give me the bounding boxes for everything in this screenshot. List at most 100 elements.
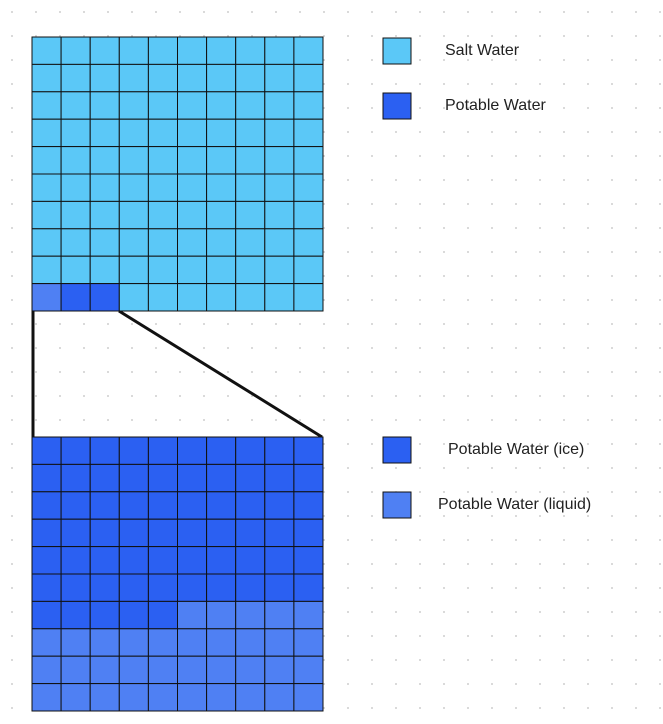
- grid-cell: [89, 491, 120, 520]
- grid-cell: [235, 600, 266, 630]
- grid-cell: [206, 518, 237, 548]
- grid-cell: [293, 118, 324, 148]
- grid-cell: [264, 200, 295, 230]
- grid-cell: [293, 63, 324, 93]
- grid-cell: [118, 573, 149, 602]
- grid-cell: [60, 283, 91, 312]
- grid-cell: [31, 283, 62, 312]
- grid-cell: [293, 283, 324, 312]
- grid-cell: [264, 518, 295, 548]
- grid-cell: [264, 463, 295, 493]
- grid-cell: [60, 118, 91, 148]
- grid-cell: [147, 655, 178, 685]
- legend-label: Salt Water: [445, 42, 520, 59]
- grid-cell: [264, 173, 295, 202]
- grid-cell: [31, 63, 62, 93]
- grid-cell: [206, 146, 237, 175]
- grid-cell: [293, 628, 324, 657]
- legend-swatch: [382, 92, 412, 120]
- grid-cell: [89, 573, 120, 602]
- grid-cell: [60, 173, 91, 202]
- grid-cell: [31, 546, 62, 575]
- grid-cell: [147, 600, 178, 630]
- grid-cell: [89, 255, 120, 285]
- grid-cell: [177, 91, 208, 120]
- grid-cell: [235, 683, 266, 712]
- grid-cell: [89, 283, 120, 312]
- grid-cell: [177, 573, 208, 602]
- grid-cell: [206, 683, 237, 712]
- grid-cell: [235, 546, 266, 575]
- grid-cell: [89, 436, 120, 465]
- grid-cell: [60, 463, 91, 493]
- grid-cell: [206, 546, 237, 575]
- grid-cell: [60, 683, 91, 712]
- grid-cell: [235, 436, 266, 465]
- legend-swatch: [382, 436, 412, 464]
- grid-cell: [147, 546, 178, 575]
- legend-swatch: [382, 491, 412, 519]
- grid-cell: [177, 200, 208, 230]
- grid-cell: [118, 683, 149, 712]
- grid-cell: [235, 200, 266, 230]
- grid-cell: [118, 463, 149, 493]
- grid-cell: [293, 491, 324, 520]
- grid-cell: [31, 255, 62, 285]
- legend-swatch: [382, 37, 412, 65]
- grid-cell: [177, 491, 208, 520]
- grid-cell: [293, 600, 324, 630]
- grid-cell: [235, 573, 266, 602]
- grid-cell: [89, 463, 120, 493]
- zoom-line: [118, 309, 323, 439]
- grid-cell: [293, 36, 324, 65]
- grid-cell: [118, 255, 149, 285]
- grid-cell: [206, 655, 237, 685]
- grid-cell: [264, 573, 295, 602]
- grid-cell: [89, 518, 120, 548]
- grid-cell: [89, 228, 120, 257]
- grid-cell: [177, 683, 208, 712]
- grid-cell: [293, 255, 324, 285]
- grid-cell: [235, 146, 266, 175]
- grid-cell: [264, 628, 295, 657]
- grid-cell: [177, 518, 208, 548]
- grid-cell: [118, 518, 149, 548]
- grid-cell: [235, 36, 266, 65]
- grid-cell: [118, 600, 149, 630]
- grid-cell: [177, 655, 208, 685]
- grid-cell: [235, 118, 266, 148]
- grid-cell: [235, 518, 266, 548]
- grid-cell: [31, 146, 62, 175]
- grid-cell: [264, 63, 295, 93]
- grid-cell: [89, 600, 120, 630]
- grid-cell: [31, 600, 62, 630]
- grid-cell: [60, 36, 91, 65]
- grid-cell: [235, 63, 266, 93]
- grid-cell: [60, 255, 91, 285]
- grid-cell: [235, 628, 266, 657]
- grid-cell: [264, 491, 295, 520]
- grid-cell: [147, 228, 178, 257]
- grid-cell: [147, 683, 178, 712]
- grid-cell: [31, 655, 62, 685]
- grid-cell: [60, 436, 91, 465]
- grid-cell: [147, 518, 178, 548]
- grid-cell: [118, 228, 149, 257]
- grid-cell: [235, 255, 266, 285]
- grid-cell: [89, 173, 120, 202]
- grid-cell: [118, 655, 149, 685]
- grid-cell: [147, 463, 178, 493]
- grid-cell: [60, 200, 91, 230]
- grid-cell: [147, 173, 178, 202]
- grid-cell: [60, 600, 91, 630]
- grid-cell: [206, 491, 237, 520]
- grid-cell: [89, 146, 120, 175]
- grid-cell: [177, 255, 208, 285]
- grid-cell: [60, 518, 91, 548]
- grid-cell: [89, 91, 120, 120]
- grid-cell: [31, 200, 62, 230]
- grid-cell: [89, 628, 120, 657]
- grid-cell: [293, 463, 324, 493]
- grid-cell: [147, 255, 178, 285]
- grid-cell: [235, 228, 266, 257]
